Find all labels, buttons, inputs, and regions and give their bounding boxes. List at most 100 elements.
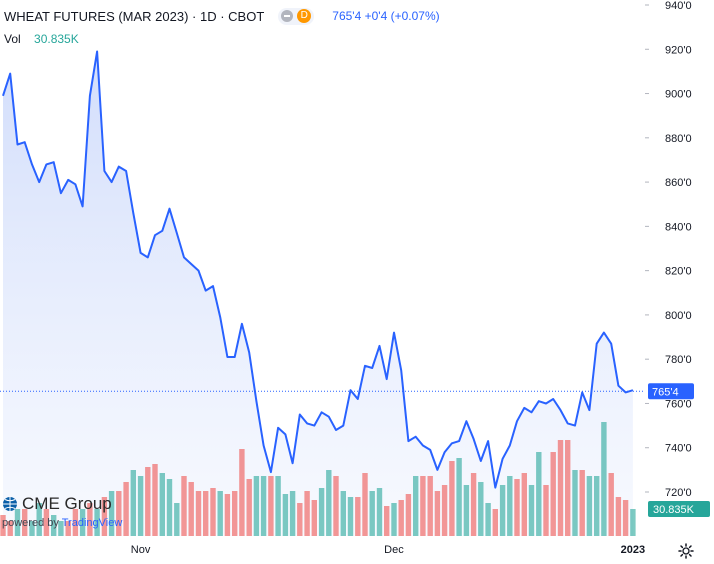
time-axis[interactable]: NovDec2023Feb <box>131 544 714 556</box>
volume-bar <box>79 509 86 536</box>
x-tick-label: Dec <box>384 544 404 556</box>
tradingview-link[interactable]: TradingView <box>61 517 123 529</box>
volume-bar <box>101 497 108 536</box>
volume-value-label: 30.835K <box>653 504 695 516</box>
volume-bar <box>565 440 571 536</box>
volume-bar <box>130 470 136 536</box>
volume-bar <box>210 488 216 536</box>
volume-bar <box>384 506 390 536</box>
volume-bar <box>152 464 158 536</box>
y-tick-label: 780'0 <box>665 354 692 366</box>
last-price-label: 765'4 <box>652 386 679 398</box>
last-price-change: 765'4 +0'4 (+0.07%) <box>332 9 440 23</box>
volume-bar <box>188 482 194 536</box>
volume-legend: Vol 30.835K <box>4 32 79 46</box>
volume-bar <box>478 482 484 536</box>
volume-bar <box>362 473 368 536</box>
y-tick-label: 820'0 <box>665 266 692 278</box>
volume-bar <box>289 491 296 536</box>
volume-bar <box>0 515 6 536</box>
volume-bar <box>586 476 593 536</box>
cme-logo-text: CME Group <box>22 494 112 513</box>
symbol-title[interactable]: WHEAT FUTURES (MAR 2023) · 1D · CBOT <box>4 8 265 24</box>
volume-bar <box>601 422 607 536</box>
volume-bar <box>58 521 64 536</box>
volume-bar <box>499 485 506 536</box>
volume-bar <box>333 476 339 536</box>
eye-toggle-icon[interactable] <box>281 10 294 22</box>
status-pill[interactable]: D <box>278 7 315 25</box>
volume-bar <box>94 509 100 536</box>
gear-icon[interactable] <box>678 543 694 559</box>
volume-bar <box>195 491 202 536</box>
volume-bar <box>427 476 433 536</box>
volume-bar <box>355 497 361 536</box>
volume-bar <box>87 503 93 536</box>
volume-badge <box>648 501 710 517</box>
volume-bar <box>485 503 491 536</box>
volume-bar <box>203 491 209 536</box>
y-tick-label: 800'0 <box>665 310 692 322</box>
price-axis[interactable]: 940'0 920'0 900'0 880'0 860'0 840'0 820'0 800'0… <box>645 0 710 517</box>
volume-label[interactable]: Vol <box>4 32 21 46</box>
volume-bar <box>449 461 455 536</box>
volume-bar <box>268 476 274 536</box>
volume-bar <box>297 503 303 536</box>
volume-bar <box>536 452 542 536</box>
volume-bar <box>181 476 187 536</box>
volume-bar <box>36 503 42 536</box>
volume-bar <box>260 476 267 536</box>
x-tick-label: 2023 <box>621 544 645 556</box>
volume-bar <box>166 479 173 536</box>
volume-bar <box>304 491 310 536</box>
volume-bar <box>543 485 549 536</box>
volume-bar <box>507 476 513 536</box>
volume-bar <box>405 494 412 536</box>
volume-bar <box>376 488 383 536</box>
volume-bar <box>14 509 21 536</box>
volume-bar <box>514 479 520 536</box>
price-line <box>2 50 634 489</box>
branding[interactable]: CME Group powered by TradingView <box>2 494 122 529</box>
volume-bar <box>282 494 289 536</box>
y-tick-label: 760'0 <box>665 398 692 410</box>
volume-value: 30.835K <box>34 32 79 46</box>
powered-by[interactable]: powered by TradingView <box>2 517 122 529</box>
volume-bar <box>246 479 252 536</box>
chart-header: WHEAT FUTURES (MAR 2023) · 1D · CBOT D 7… <box>4 7 440 25</box>
volume-bar <box>29 521 35 536</box>
volume-bar <box>340 491 346 536</box>
volume-bar <box>456 458 462 536</box>
volume-bar <box>174 503 180 536</box>
volume-bar <box>224 494 231 536</box>
price-line-layer <box>0 50 645 489</box>
volume-bars <box>0 422 636 536</box>
volume-bar <box>521 473 527 536</box>
volume-bar <box>318 488 325 536</box>
volume-bar <box>369 491 375 536</box>
y-tick-label: 740'0 <box>665 443 692 455</box>
volume-bar <box>492 509 498 536</box>
volume-bar <box>463 485 470 536</box>
delayed-badge: D <box>297 9 312 23</box>
volume-bar <box>434 491 441 536</box>
volume-bar <box>116 491 122 536</box>
cme-globe-icon <box>3 497 17 511</box>
volume-bar <box>622 500 629 536</box>
volume-bar <box>441 485 448 536</box>
volume-bar <box>123 482 129 536</box>
y-tick-label: 940'0 <box>665 0 692 12</box>
volume-bar <box>7 521 13 536</box>
volume-bar <box>528 485 535 536</box>
y-tick-label: 720'0 <box>665 487 692 499</box>
volume-bar <box>72 509 79 536</box>
volume-bar <box>239 449 245 536</box>
y-tick-label: 880'0 <box>665 133 692 145</box>
volume-bar <box>347 497 354 536</box>
volume-bar <box>275 476 281 536</box>
volume-bar <box>137 476 144 536</box>
volume-bar <box>391 503 397 536</box>
volume-bar <box>579 470 585 536</box>
powered-by-text: powered by <box>2 517 59 529</box>
